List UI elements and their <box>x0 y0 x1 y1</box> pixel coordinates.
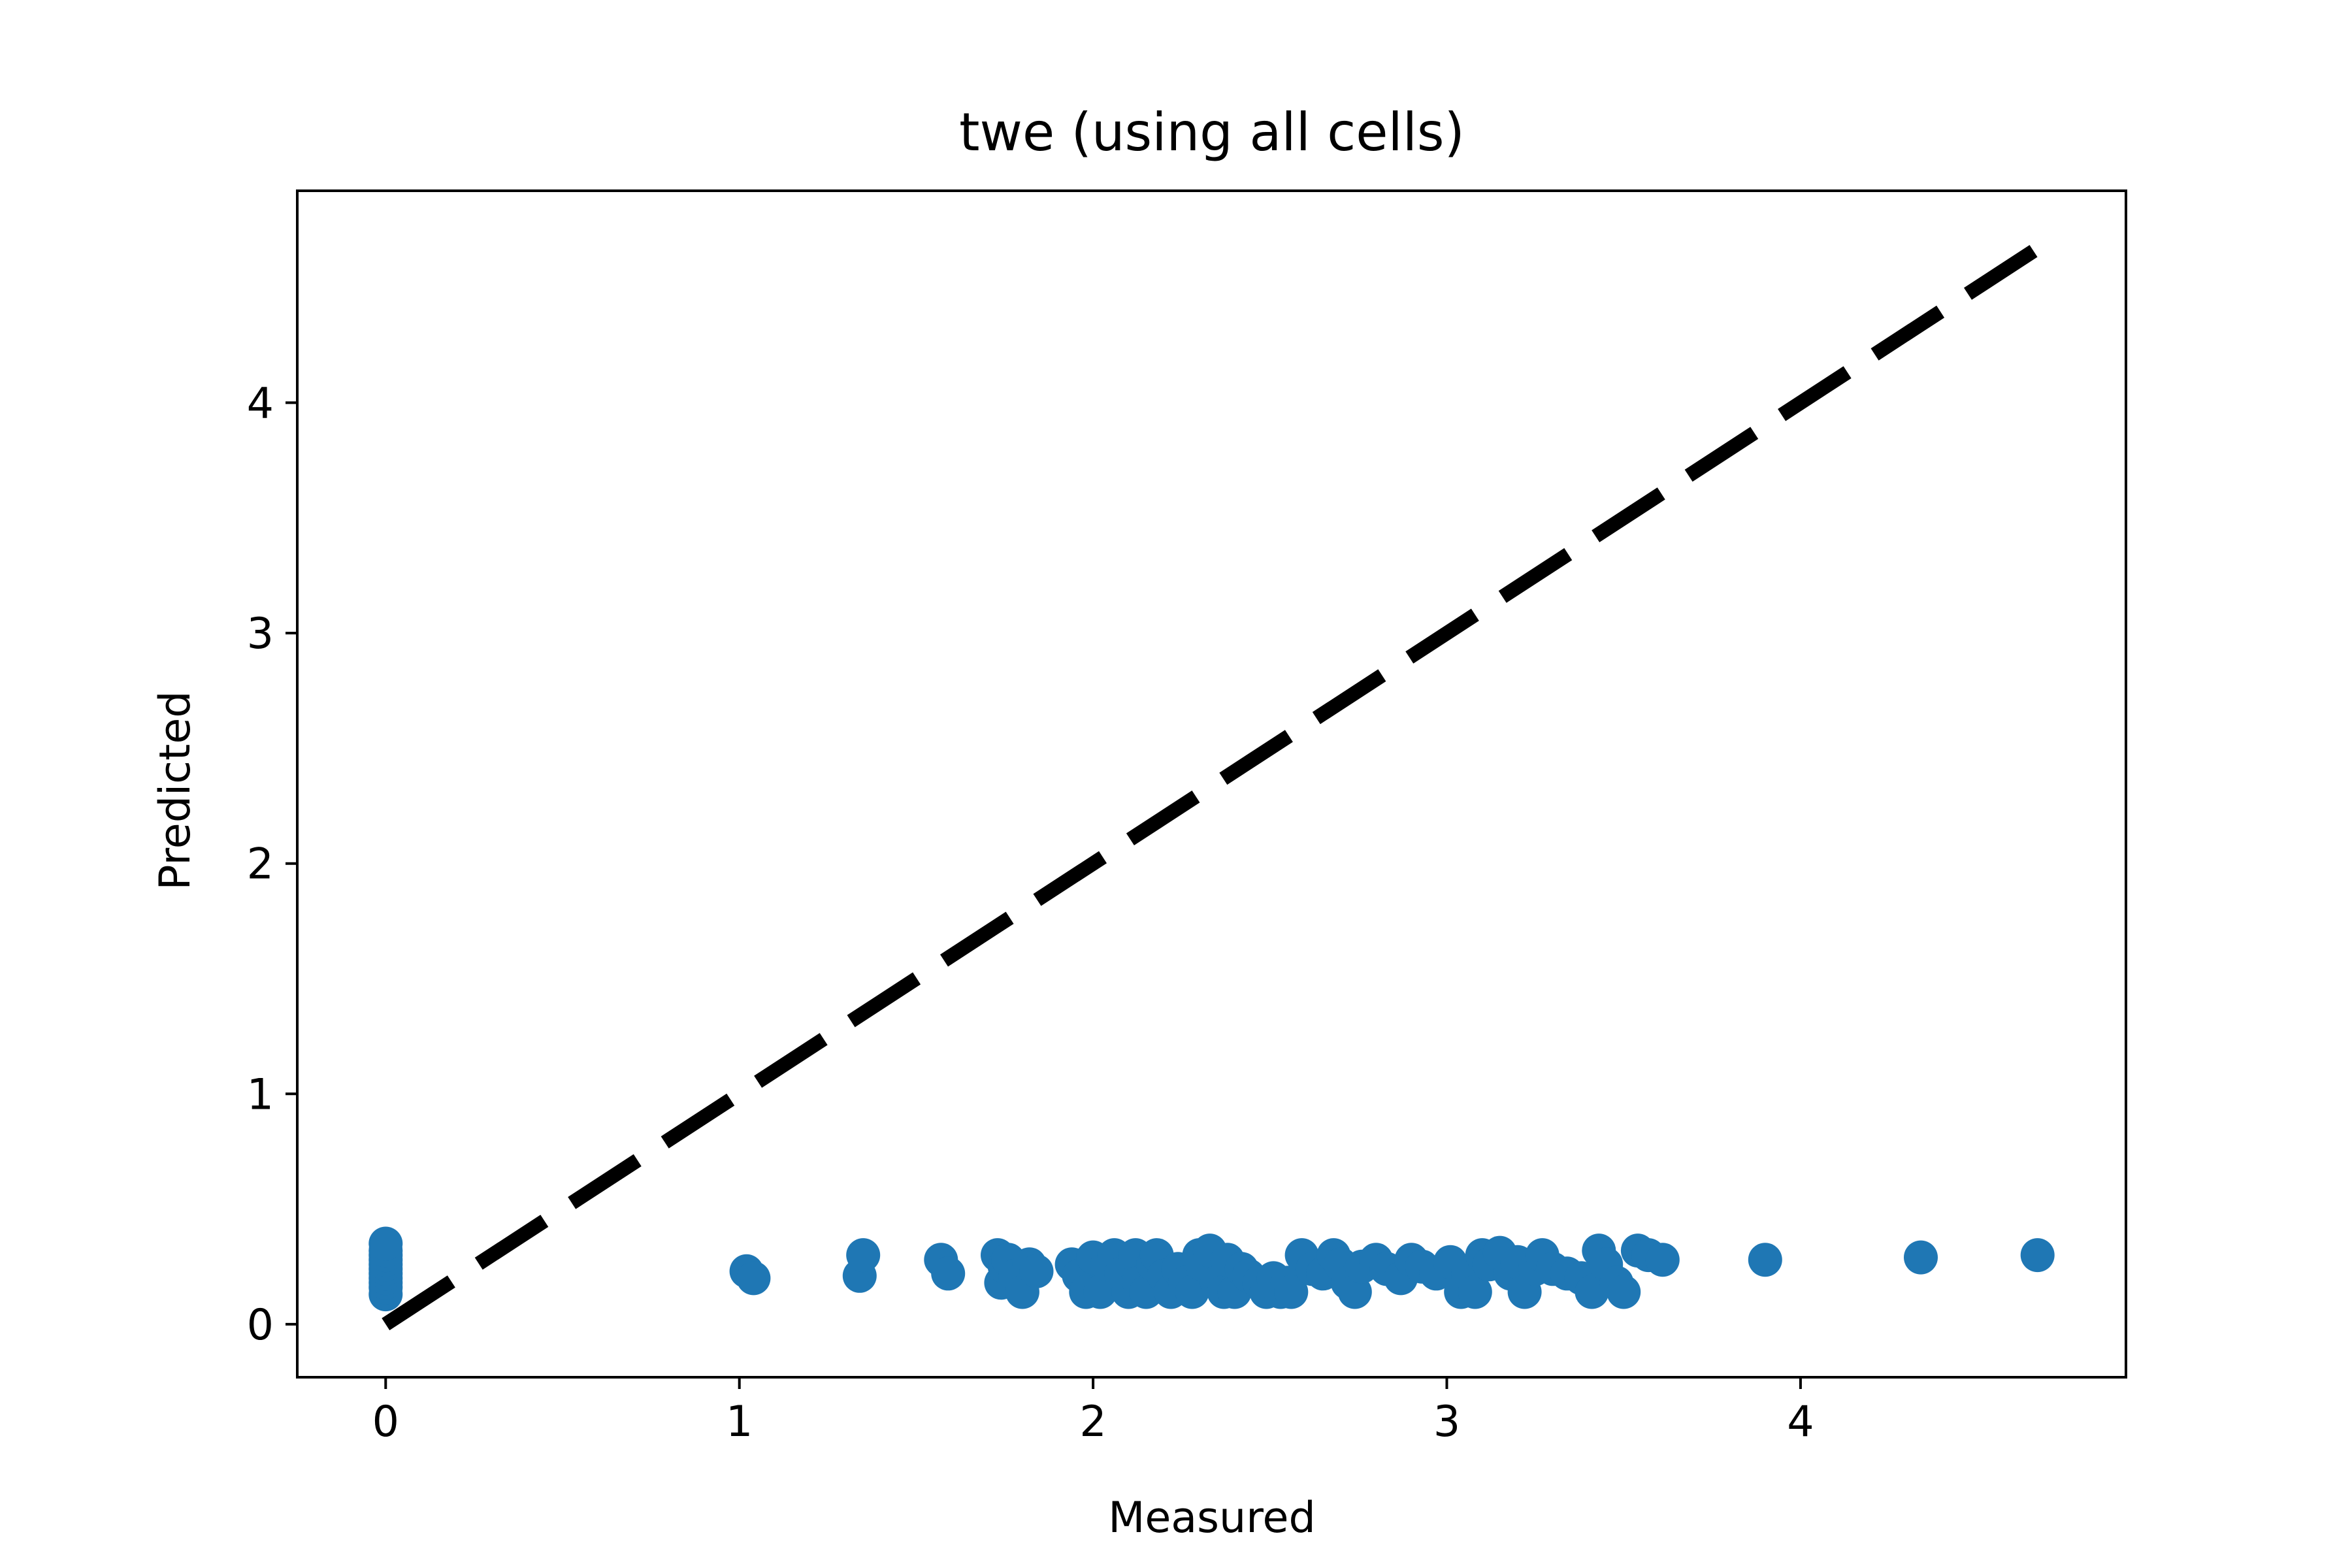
x-tick-label: 1 <box>726 1397 753 1446</box>
y-tick-label: 3 <box>247 610 274 659</box>
x-tick-label: 4 <box>1787 1397 1814 1446</box>
data-point <box>1748 1243 1782 1277</box>
x-axis-label: Measured <box>1108 1494 1316 1543</box>
data-point <box>931 1256 966 1291</box>
data-point <box>1458 1275 1492 1309</box>
data-point <box>2020 1238 2055 1273</box>
y-tick-label: 2 <box>247 840 274 889</box>
y-axis-ticks: 0 1 2 3 4 <box>247 379 297 1350</box>
data-points <box>368 1226 2055 1312</box>
data-point <box>1645 1243 1680 1277</box>
x-axis-ticks: 0 1 2 3 4 <box>372 1377 1814 1446</box>
data-point <box>1607 1275 1641 1309</box>
x-tick-label: 0 <box>372 1397 399 1446</box>
data-point <box>736 1261 771 1296</box>
x-tick-label: 3 <box>1433 1397 1460 1446</box>
y-tick-label: 1 <box>247 1070 274 1119</box>
chart-title: twe (using all cells) <box>959 102 1465 163</box>
data-point <box>1274 1275 1309 1309</box>
data-point <box>1019 1254 1054 1288</box>
data-point <box>1904 1240 1938 1275</box>
y-tick-label: 0 <box>247 1301 274 1350</box>
y-axis-label: Predicted <box>151 691 200 890</box>
data-point <box>846 1238 881 1273</box>
y-tick-label: 4 <box>247 379 274 428</box>
x-tick-label: 2 <box>1079 1397 1106 1446</box>
data-point <box>368 1226 403 1261</box>
plot-frame <box>296 189 2127 1379</box>
